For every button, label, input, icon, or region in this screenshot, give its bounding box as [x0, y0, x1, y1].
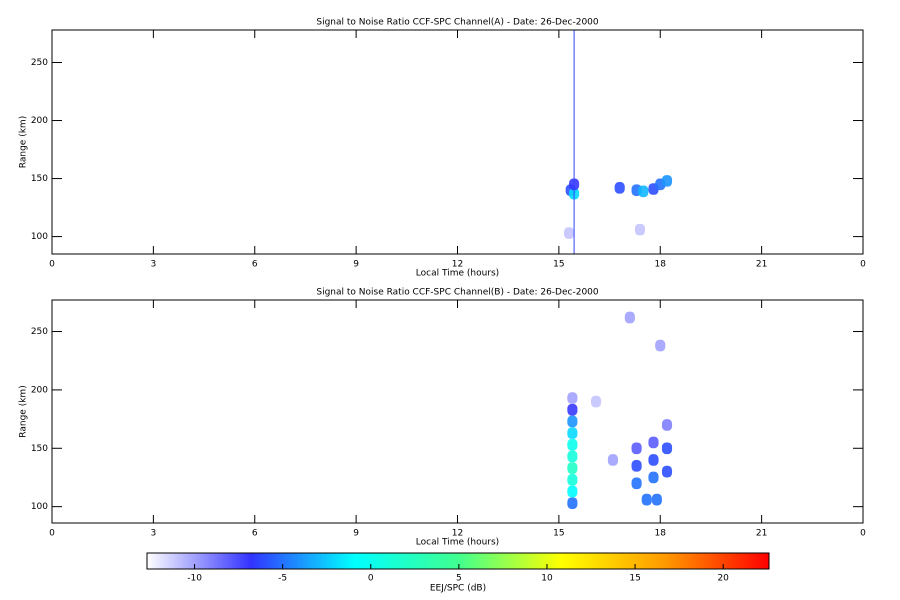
snr-cell — [631, 477, 642, 490]
snr-cell — [567, 415, 578, 428]
snr-cell — [641, 493, 652, 506]
y-axis-label: Range (km) — [19, 385, 29, 437]
x-tick-label: 0 — [49, 529, 55, 539]
x-tick-label: 21 — [756, 260, 767, 270]
snr-cell — [567, 473, 578, 486]
colorbar: -10 -5 0 5 10 15 20 EEJ/SPC (dB) — [146, 552, 770, 594]
plot-frame — [51, 29, 864, 255]
snr-cell — [567, 427, 578, 439]
x-tick-label: 9 — [353, 529, 359, 539]
x-tick-label: 18 — [655, 260, 667, 270]
snr-cell — [567, 403, 578, 416]
plot-frame — [51, 299, 864, 524]
colorbar-tick-label: 15 — [629, 574, 640, 584]
y-tick-label: 150 — [31, 174, 48, 184]
x-tick-label: 21 — [756, 529, 767, 539]
x-tick-label: 3 — [151, 529, 157, 539]
y-tick-label: 150 — [31, 444, 48, 454]
colorbar-tick-label: -5 — [278, 574, 287, 584]
y-tick-label: 250 — [31, 327, 48, 337]
x-tick-label: 9 — [353, 260, 359, 270]
colorbar-tick-label: -10 — [187, 574, 202, 584]
y-axis-label: Range (km) — [19, 116, 29, 168]
snr-cell — [567, 497, 578, 509]
snr-cell — [567, 450, 578, 463]
snr-cell — [655, 339, 666, 352]
snr-cell — [624, 311, 635, 324]
y-tick-label: 200 — [31, 385, 48, 395]
snr-cell — [614, 182, 625, 194]
snr-cell — [661, 465, 673, 478]
snr-cell — [567, 462, 578, 474]
x-axis-label: Local Time (hours) — [416, 538, 499, 548]
colorbar-label: EEJ/SPC (dB) — [430, 584, 486, 594]
chart-title: Signal to Noise Ratio CCF-SPC Channel(A)… — [316, 18, 599, 28]
y-tick-label: 100 — [31, 502, 48, 512]
x-tick-label: 3 — [151, 260, 157, 270]
snr-cell — [607, 454, 619, 466]
colorbar-tick-label: 5 — [456, 574, 462, 584]
snr-cell — [567, 485, 578, 498]
y-tick-label: 100 — [31, 232, 48, 242]
snr-cell — [567, 392, 578, 404]
snr-cell — [631, 442, 642, 455]
snr-cell — [563, 227, 575, 239]
chart-title: Signal to Noise Ratio CCF-SPC Channel(B)… — [316, 288, 599, 298]
x-axis-label: Local Time (hours) — [416, 269, 499, 279]
x-tick-label: 15 — [553, 260, 564, 270]
x-tick-label: 0 — [860, 260, 866, 270]
snr-cell — [567, 438, 578, 451]
x-tick-label: 0 — [49, 260, 55, 270]
snr-cell — [648, 471, 659, 484]
y-tick-label: 250 — [31, 58, 48, 68]
snr-cell — [648, 454, 659, 466]
x-tick-label: 15 — [553, 529, 564, 539]
snr-cell — [634, 223, 646, 236]
snr-cell — [661, 419, 673, 431]
snr-cell — [590, 395, 602, 408]
snr-cell — [651, 493, 662, 506]
x-tick-label: 18 — [655, 529, 667, 539]
snr-cell — [631, 459, 642, 472]
snr-cell — [648, 436, 659, 449]
colorbar-scale — [146, 552, 770, 570]
colorbar-tick-label: 0 — [368, 574, 374, 584]
x-tick-label: 6 — [252, 529, 258, 539]
colorbar-tick-label: 10 — [541, 574, 553, 584]
colorbar-tick-label: 20 — [717, 574, 729, 584]
x-tick-label: 12 — [452, 260, 463, 270]
x-tick-label: 0 — [860, 529, 866, 539]
snr-cell — [661, 175, 673, 187]
x-tick-label: 12 — [452, 529, 463, 539]
panel: Signal to Noise Ratio CCF-SPC Channel(B)… — [19, 288, 867, 548]
snr-cell — [661, 442, 673, 455]
y-tick-label: 200 — [31, 116, 48, 126]
snr-cell — [638, 185, 649, 198]
x-tick-label: 6 — [252, 260, 258, 270]
panel: Signal to Noise Ratio CCF-SPC Channel(A)… — [19, 18, 867, 279]
